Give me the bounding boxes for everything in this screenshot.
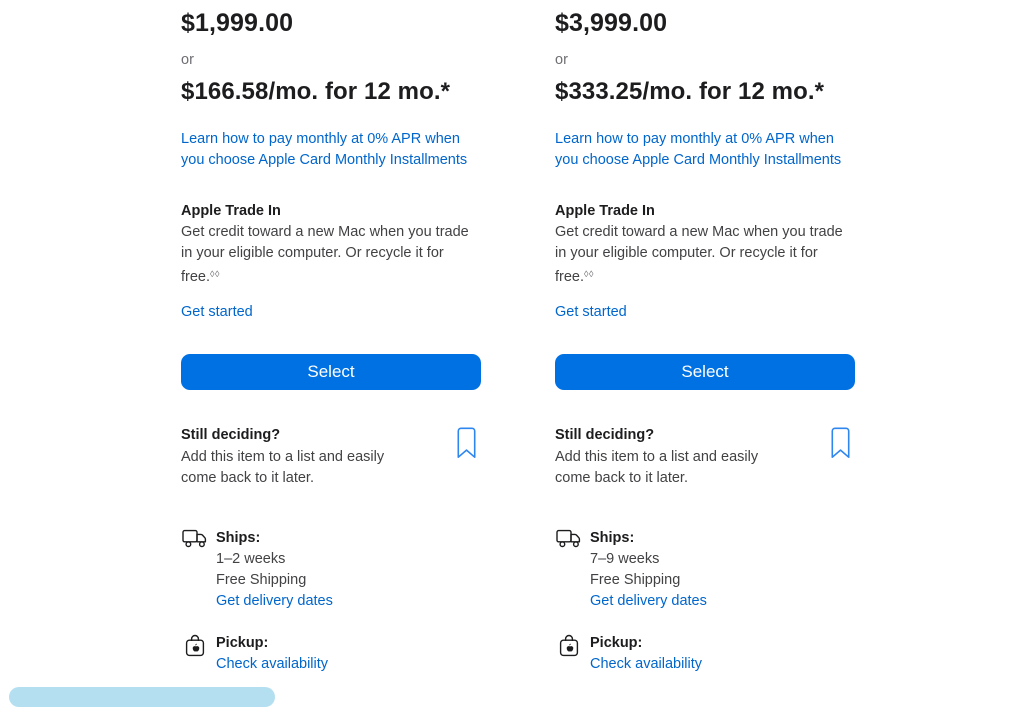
check-availability-link[interactable]: Check availability: [216, 655, 329, 672]
trade-in-description: Get credit toward a new Mac when you tra…: [555, 224, 843, 285]
or-label: or: [181, 52, 194, 68]
pickup-info: Pickup: Check availability: [590, 633, 702, 675]
trade-in-footnote-marker: ◊◊: [210, 269, 220, 279]
apr-installments-link[interactable]: Learn how to pay monthly at 0% APR when …: [181, 131, 468, 168]
truck-icon: [181, 528, 209, 612]
pickup-label: Pickup:: [216, 634, 269, 651]
trade-in-section: Apple Trade In Get credit toward a new M…: [555, 201, 855, 323]
trade-in-title: Apple Trade In: [181, 203, 281, 219]
price-label: $3,999.00: [555, 9, 668, 37]
product-column-1: $1,999.00 or $166.58/mo. for 12 mo.* Lea…: [181, 8, 481, 675]
select-button[interactable]: Select: [555, 354, 855, 390]
or-label: or: [555, 52, 568, 68]
bookmark-icon: [831, 427, 850, 462]
ships-timeframe: 1–2 weeks: [216, 550, 286, 567]
shipping-info: Ships: 7–9 weeks Free Shipping Get deliv…: [590, 528, 707, 612]
shipping-row: Ships: 1–2 weeks Free Shipping Get deliv…: [181, 528, 481, 612]
pickup-label: Pickup:: [590, 634, 643, 651]
trade-in-footnote-marker: ◊◊: [584, 269, 594, 279]
bookmark-button[interactable]: [831, 427, 850, 459]
apple-bag-icon: [555, 633, 583, 675]
pickup-row: Pickup: Check availability: [555, 633, 855, 675]
still-deciding-section: Still deciding? Add this item to a list …: [555, 425, 855, 490]
shipping-info: Ships: 1–2 weeks Free Shipping Get deliv…: [216, 528, 333, 612]
price-label: $1,999.00: [181, 9, 294, 37]
still-deciding-description: Add this item to a list and easily come …: [181, 448, 385, 487]
still-deciding-text: Still deciding? Add this item to a list …: [181, 425, 419, 490]
get-started-link[interactable]: Get started: [181, 304, 253, 320]
check-availability-link[interactable]: Check availability: [590, 655, 703, 672]
chat-widget-bar[interactable]: [9, 687, 275, 707]
trade-in-section: Apple Trade In Get credit toward a new M…: [181, 201, 481, 323]
delivery-dates-link[interactable]: Get delivery dates: [590, 592, 707, 609]
apple-bag-icon: [181, 633, 209, 675]
ships-timeframe: 7–9 weeks: [590, 550, 660, 567]
ships-cost: Free Shipping: [216, 571, 307, 588]
trade-in-title: Apple Trade In: [555, 203, 655, 219]
still-deciding-title: Still deciding?: [181, 427, 281, 443]
product-column-2: $3,999.00 or $333.25/mo. for 12 mo.* Lea…: [555, 8, 855, 675]
ships-label: Ships:: [590, 529, 635, 546]
still-deciding-section: Still deciding? Add this item to a list …: [181, 425, 481, 490]
bookmark-button[interactable]: [457, 427, 476, 459]
fulfillment-section: Ships: 7–9 weeks Free Shipping Get deliv…: [555, 528, 855, 675]
trade-in-description: Get credit toward a new Mac when you tra…: [181, 224, 469, 285]
monthly-price-label: $166.58/mo. for 12 mo.*: [181, 78, 451, 105]
ships-cost: Free Shipping: [590, 571, 681, 588]
still-deciding-description: Add this item to a list and easily come …: [555, 448, 759, 487]
fulfillment-section: Ships: 1–2 weeks Free Shipping Get deliv…: [181, 528, 481, 675]
still-deciding-text: Still deciding? Add this item to a list …: [555, 425, 793, 490]
select-button[interactable]: Select: [181, 354, 481, 390]
shipping-row: Ships: 7–9 weeks Free Shipping Get deliv…: [555, 528, 855, 612]
still-deciding-title: Still deciding?: [555, 427, 655, 443]
truck-icon: [555, 528, 583, 612]
get-started-link[interactable]: Get started: [555, 304, 627, 320]
pickup-row: Pickup: Check availability: [181, 633, 481, 675]
delivery-dates-link[interactable]: Get delivery dates: [216, 592, 333, 609]
bookmark-icon: [457, 427, 476, 462]
pickup-info: Pickup: Check availability: [216, 633, 328, 675]
product-comparison: $1,999.00 or $166.58/mo. for 12 mo.* Lea…: [181, 8, 855, 675]
ships-label: Ships:: [216, 529, 261, 546]
monthly-price-label: $333.25/mo. for 12 mo.*: [555, 78, 825, 105]
apr-installments-link[interactable]: Learn how to pay monthly at 0% APR when …: [555, 131, 842, 168]
